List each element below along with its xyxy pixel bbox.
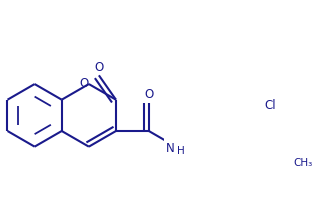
Text: N: N bbox=[166, 141, 175, 154]
Text: H: H bbox=[177, 145, 185, 155]
Text: CH₃: CH₃ bbox=[293, 157, 312, 167]
Text: O: O bbox=[144, 88, 154, 101]
Text: Cl: Cl bbox=[264, 98, 276, 111]
Text: O: O bbox=[80, 77, 89, 90]
Text: O: O bbox=[94, 60, 104, 73]
